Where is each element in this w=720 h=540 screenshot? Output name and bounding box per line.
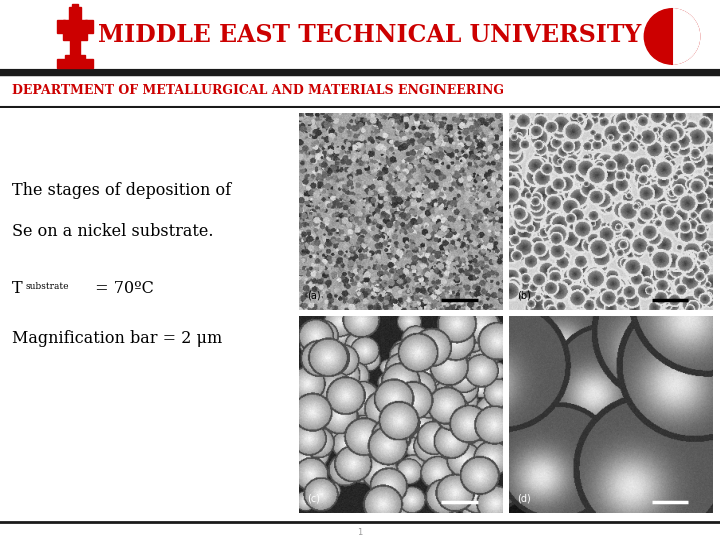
Text: (d): (d) xyxy=(518,493,531,503)
Text: Magnification bar = 2 μm: Magnification bar = 2 μm xyxy=(12,329,222,347)
Bar xyxy=(65,55,85,59)
Bar xyxy=(69,7,81,29)
Text: MIDDLE EAST TECHNICAL UNIVERSITY: MIDDLE EAST TECHNICAL UNIVERSITY xyxy=(99,23,642,47)
Text: Se on a nickel substrate.: Se on a nickel substrate. xyxy=(12,223,214,240)
Circle shape xyxy=(644,9,700,64)
Wedge shape xyxy=(672,9,700,64)
Bar xyxy=(70,29,80,55)
Text: The stages of deposition of: The stages of deposition of xyxy=(12,182,231,199)
Text: 1: 1 xyxy=(357,528,363,537)
Bar xyxy=(57,19,65,33)
Bar xyxy=(79,19,87,40)
Text: (a): (a) xyxy=(307,291,320,301)
Bar xyxy=(57,59,93,68)
Text: DEPARTMENT OF METALLURGICAL AND MATERIALS ENGINEERING: DEPARTMENT OF METALLURGICAL AND MATERIAL… xyxy=(12,84,504,97)
Bar xyxy=(72,4,78,12)
Text: substrate: substrate xyxy=(26,282,70,292)
Text: T: T xyxy=(12,280,22,298)
Text: (c): (c) xyxy=(307,493,320,503)
Text: (b): (b) xyxy=(518,291,531,301)
Bar xyxy=(85,19,93,33)
Bar xyxy=(63,19,71,40)
Text: = 70ºC: = 70ºC xyxy=(90,280,154,298)
